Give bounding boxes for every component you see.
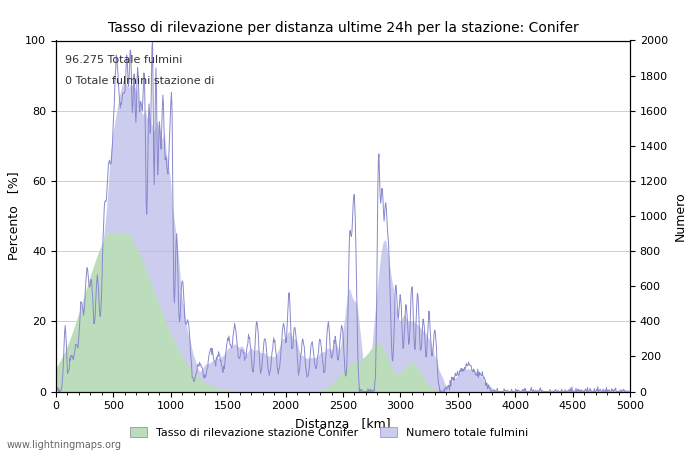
Legend: Tasso di rilevazione stazione Conifer, Numero totale fulmini: Tasso di rilevazione stazione Conifer, N… bbox=[125, 423, 533, 442]
X-axis label: Distanza   [km]: Distanza [km] bbox=[295, 417, 391, 430]
Y-axis label: Numero: Numero bbox=[673, 191, 687, 241]
Title: Tasso di rilevazione per distanza ultime 24h per la stazione: Conifer: Tasso di rilevazione per distanza ultime… bbox=[108, 21, 578, 35]
Text: 96.275 Totale fulmini: 96.275 Totale fulmini bbox=[64, 55, 182, 65]
Y-axis label: Percento   [%]: Percento [%] bbox=[7, 172, 20, 260]
Text: 0 Totale fulmini stazione di: 0 Totale fulmini stazione di bbox=[64, 76, 214, 86]
Text: www.lightningmaps.org: www.lightningmaps.org bbox=[7, 440, 122, 450]
